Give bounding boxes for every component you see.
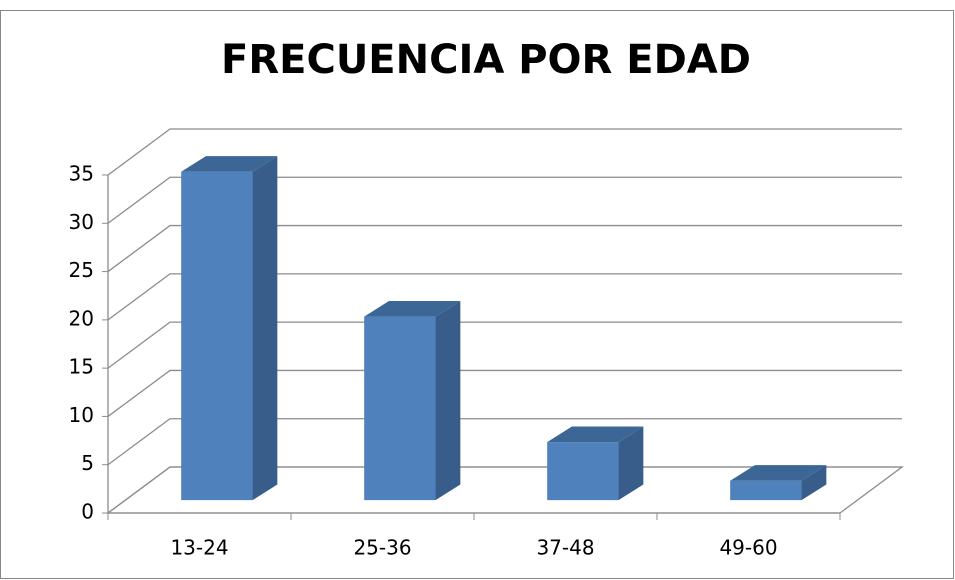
bar [547,426,644,501]
grid-line [107,321,902,369]
x-tick-label: 25-36 [353,536,411,560]
bar [364,300,461,501]
bar [181,156,278,501]
chart-title: FRECUENCIA POR EDAD [221,37,751,83]
y-tick-label: 5 [81,451,94,475]
grid-line [107,176,902,224]
bar [730,465,827,501]
y-tick-label: 10 [69,403,94,427]
grid-line [107,273,902,321]
bar-side [801,465,827,501]
y-tick-label: 35 [69,162,94,186]
grid-line [107,369,902,417]
bar-side [618,426,644,501]
y-tick-label: 0 [81,500,94,524]
grid-line [107,128,902,176]
x-tick-label: 37-48 [536,536,594,560]
bar-side [252,156,278,501]
bar-front [181,171,253,501]
bar-top [181,156,278,172]
y-tick-label: 20 [69,306,94,330]
y-tick-label: 30 [69,210,94,234]
y-tick-label: 25 [69,258,94,282]
grid-line [107,418,902,466]
bar-front [547,442,619,501]
bar-front [730,480,802,501]
bar-front [364,316,436,501]
grid-line [107,224,902,273]
y-tick-label: 15 [69,355,94,379]
bar-side [435,300,461,501]
bar-top [730,465,827,481]
bar-top [364,300,461,317]
x-tick-label: 13-24 [170,536,228,560]
x-tick-label: 49-60 [719,536,777,560]
bar-top [547,426,644,443]
grid-line [107,466,902,514]
